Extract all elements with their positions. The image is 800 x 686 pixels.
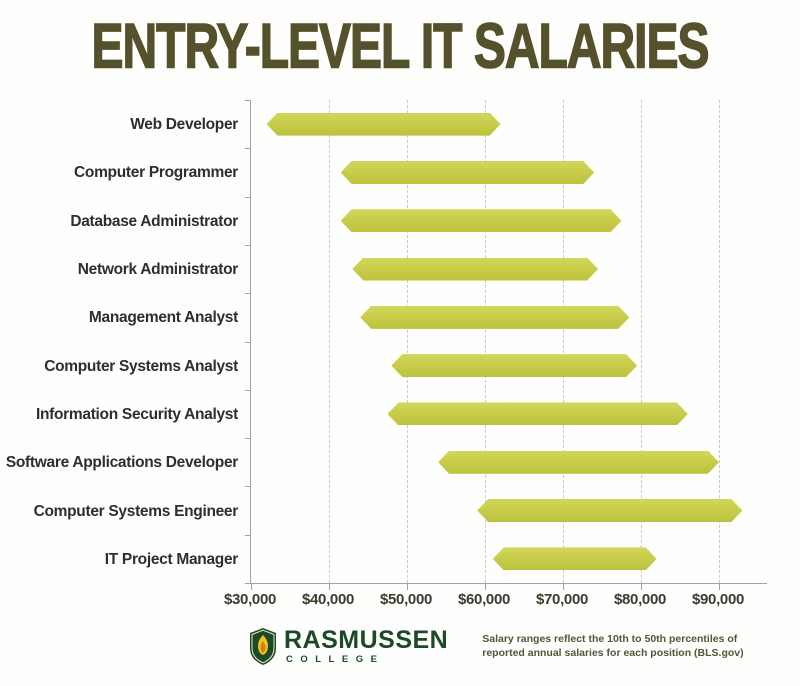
gridline (485, 100, 486, 583)
rasmussen-college-logo: RASMUSSEN COLLEGE (250, 628, 448, 665)
x-axis-tick (485, 583, 486, 590)
x-axis-tick (563, 583, 564, 590)
logo-wordmark: RASMUSSEN COLLEGE (284, 628, 448, 665)
salary-range-bar (360, 306, 629, 329)
category-label: Software Applications Developer (5, 454, 238, 472)
gridline (641, 100, 642, 583)
x-axis-tick (329, 583, 330, 590)
category-label: Computer Programmer (74, 164, 238, 182)
footer: RASMUSSEN COLLEGE Salary ranges reflect … (250, 628, 744, 665)
salary-range-bar (477, 499, 742, 522)
gridline (329, 100, 330, 583)
salary-range-bar (352, 258, 598, 281)
y-axis-tick (245, 244, 251, 246)
x-tick-label: $70,000 (535, 591, 589, 608)
category-label: IT Project Manager (104, 550, 239, 568)
y-axis-tick (245, 100, 251, 101)
source-note: Salary ranges reflect the 10th to 50th p… (482, 632, 743, 661)
x-tick-label: $60,000 (457, 591, 511, 608)
gridline (719, 100, 720, 583)
salary-range-bar (341, 209, 622, 232)
x-tick-label: $90,000 (691, 591, 745, 608)
category-label: Web Developer (130, 116, 238, 134)
chart-title: ENTRY-LEVEL IT SALARIES (91, 12, 710, 82)
y-axis-tick (245, 293, 251, 295)
x-tick-label: $40,000 (301, 591, 355, 608)
x-axis-tick (251, 583, 252, 590)
category-label: Database Administrator (70, 212, 238, 230)
plot-area (245, 100, 767, 590)
category-label: Computer Systems Engineer (33, 502, 239, 520)
salary-range-bar (493, 547, 657, 570)
x-axis-tick (719, 583, 720, 590)
y-axis-tick (245, 196, 251, 198)
x-tick-label: $50,000 (379, 591, 433, 608)
salary-range-bar (388, 402, 688, 425)
y-axis-tick (245, 534, 251, 536)
y-axis-tick (245, 341, 251, 343)
x-axis-tick (407, 583, 408, 590)
y-axis-tick (245, 583, 251, 584)
gridline (563, 100, 564, 583)
y-axis-tick (245, 389, 251, 391)
salary-range-bar (341, 161, 595, 184)
x-axis-tick (641, 583, 642, 590)
salary-range-bar (267, 113, 501, 136)
category-label: Computer Systems Analyst (44, 357, 238, 375)
y-axis-tick (245, 486, 251, 488)
y-axis-tick (245, 148, 251, 150)
x-tick-label: $80,000 (613, 591, 667, 608)
gridline (407, 100, 408, 583)
y-axis-tick (245, 438, 251, 440)
salary-range-bar (391, 354, 637, 377)
logo-college: COLLEGE (286, 654, 385, 666)
logo-name: RASMUSSEN (284, 626, 449, 655)
shield-flame-icon (250, 628, 276, 665)
category-label: Information Security Analyst (35, 405, 238, 423)
x-tick-label: $30,000 (223, 591, 277, 608)
source-note-line1: Salary ranges reflect the 10th to 50th p… (482, 633, 738, 645)
category-label: Network Administrator (77, 261, 239, 279)
category-label: Management Analyst (88, 309, 238, 327)
salary-range-bar (438, 451, 719, 474)
source-note-line2: reported annual salaries for each positi… (482, 647, 744, 660)
